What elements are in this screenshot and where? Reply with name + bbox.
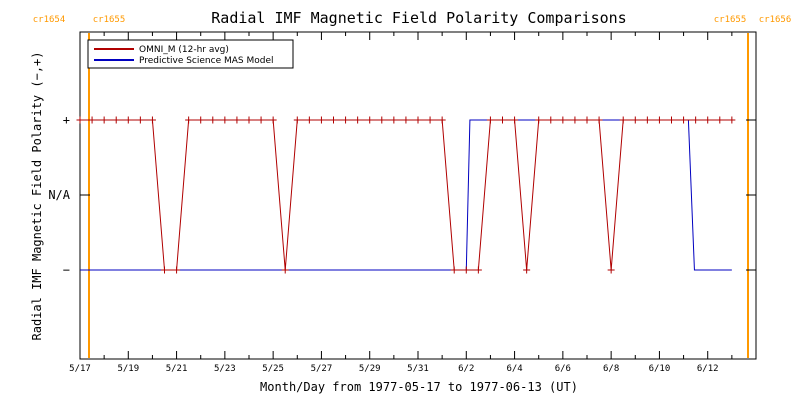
data-point-omni bbox=[583, 116, 591, 124]
y-tick-label: N/A bbox=[48, 188, 70, 202]
data-point-omni bbox=[390, 116, 398, 124]
y-tick-label: + bbox=[63, 113, 70, 127]
data-point-omni bbox=[631, 116, 639, 124]
data-point-omni bbox=[136, 116, 144, 124]
y-axis-ticks: + N/A − bbox=[48, 113, 756, 277]
x-tick-label: 5/31 bbox=[407, 364, 429, 374]
data-point-omni bbox=[474, 266, 482, 274]
data-point-omni bbox=[414, 116, 422, 124]
x-axis-ticks: 5/17 5/19 5/21 5/23 5/25 5/27 5/29 5/31 6/2 6/4 6/… bbox=[69, 32, 757, 374]
chart-title: Radial IMF Magnetic Field Polarity Compa… bbox=[211, 9, 626, 27]
data-point-omni bbox=[426, 116, 434, 124]
x-tick-label: 5/27 bbox=[311, 364, 333, 374]
data-point-omni bbox=[245, 116, 253, 124]
plot-area-frame bbox=[79, 31, 757, 360]
data-point-omni bbox=[499, 116, 506, 124]
data-point-omni bbox=[124, 116, 132, 124]
data-point-omni bbox=[462, 266, 470, 274]
x-tick-label: 6/4 bbox=[506, 364, 522, 374]
data-point-omni bbox=[317, 116, 325, 124]
cr-end-label-2: cr1656 bbox=[759, 15, 792, 25]
data-point-omni bbox=[728, 116, 736, 124]
data-point-omni bbox=[559, 116, 567, 124]
data-point-omni bbox=[185, 116, 193, 124]
series-line-omni bbox=[80, 119, 732, 271]
series-line-mas bbox=[80, 119, 732, 271]
data-point-omni bbox=[88, 116, 96, 124]
x-tick-label: 6/12 bbox=[697, 364, 719, 374]
data-point-omni bbox=[112, 116, 120, 124]
data-point-omni bbox=[607, 266, 615, 274]
data-point-omni bbox=[76, 116, 84, 124]
data-point-omni bbox=[233, 116, 241, 124]
cr-start-label-2: cr1655 bbox=[93, 15, 126, 25]
data-point-omni bbox=[257, 116, 265, 124]
legend-box bbox=[87, 39, 294, 69]
x-tick-label: 5/17 bbox=[69, 364, 91, 374]
data-point-omni bbox=[668, 116, 675, 124]
data-point-omni bbox=[680, 116, 688, 124]
data-point-omni bbox=[197, 116, 205, 124]
data-point-omni bbox=[402, 116, 410, 124]
x-tick-label: 5/21 bbox=[166, 364, 188, 374]
data-point-omni bbox=[366, 116, 374, 124]
data-point-omni bbox=[293, 116, 301, 124]
data-point-omni bbox=[704, 116, 712, 124]
data-point-omni bbox=[342, 116, 350, 124]
data-point-omni bbox=[547, 116, 555, 124]
data-point-omni bbox=[450, 266, 458, 274]
x-tick-label: 5/23 bbox=[214, 364, 236, 374]
data-point-omni bbox=[148, 116, 156, 124]
x-axis-label: Month/Day from 1977-05-17 to 1977-06-13 … bbox=[260, 380, 578, 394]
data-point-omni bbox=[523, 266, 531, 274]
data-point-omni bbox=[595, 116, 603, 124]
series-layer bbox=[76, 116, 736, 274]
data-point-omni bbox=[330, 116, 337, 124]
data-point-omni bbox=[354, 116, 362, 124]
data-point-omni bbox=[571, 116, 579, 124]
x-tick-label: 6/10 bbox=[649, 364, 671, 374]
data-point-omni bbox=[511, 116, 519, 124]
data-point-omni bbox=[281, 266, 289, 274]
data-point-omni bbox=[486, 116, 494, 124]
data-point-omni bbox=[305, 116, 313, 124]
x-tick-label: 6/6 bbox=[555, 364, 571, 374]
data-point-omni bbox=[619, 116, 627, 124]
cr-start-label-1: cr1654 bbox=[33, 15, 66, 25]
x-tick-label: 6/2 bbox=[458, 364, 474, 374]
data-point-omni bbox=[535, 116, 543, 124]
x-tick-label: 5/25 bbox=[262, 364, 284, 374]
data-point-omni bbox=[716, 116, 724, 124]
data-point-omni bbox=[221, 116, 229, 124]
data-point-omni bbox=[100, 116, 108, 124]
y-tick-label: − bbox=[63, 263, 70, 277]
legend: OMNI_M (12-hr avg) Predictive Science MA… bbox=[87, 39, 294, 69]
x-tick-label: 5/29 bbox=[359, 364, 381, 374]
y-axis-label: Radial IMF Magnetic Field Polarity (−,+) bbox=[30, 52, 44, 341]
data-point-omni bbox=[209, 116, 217, 124]
cr-end-label-1: cr1655 bbox=[714, 15, 747, 25]
x-tick-label: 5/19 bbox=[117, 364, 139, 374]
data-point-omni bbox=[378, 116, 386, 124]
data-point-omni bbox=[692, 116, 700, 124]
data-point-omni bbox=[161, 266, 168, 274]
data-point-omni bbox=[173, 266, 181, 274]
data-point-omni bbox=[643, 116, 651, 124]
data-point-omni bbox=[438, 116, 446, 124]
legend-label-omni: OMNI_M (12-hr avg) bbox=[139, 45, 229, 55]
data-point-omni bbox=[655, 116, 663, 124]
legend-label-mas: Predictive Science MAS Model bbox=[139, 56, 274, 66]
x-tick-label: 6/8 bbox=[603, 364, 619, 374]
data-point-omni bbox=[269, 116, 277, 124]
